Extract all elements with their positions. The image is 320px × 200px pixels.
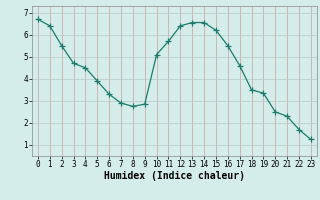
- X-axis label: Humidex (Indice chaleur): Humidex (Indice chaleur): [104, 171, 245, 181]
